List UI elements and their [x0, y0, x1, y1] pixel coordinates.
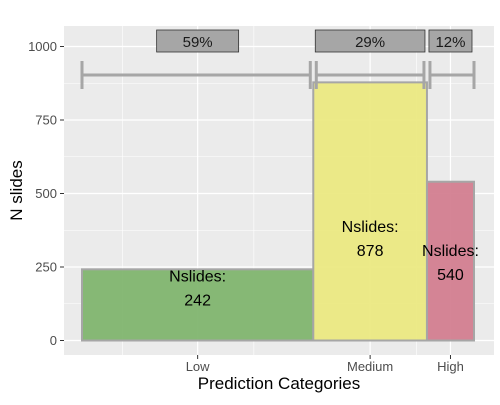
y-tick-label: 250 — [35, 260, 57, 275]
percent-label: 59% — [183, 34, 213, 51]
x-tick-label: High — [437, 359, 464, 374]
bar-label-prefix: Nslides: — [422, 243, 479, 260]
y-tick-label: 1000 — [28, 39, 57, 54]
bar-label-prefix: Nslides: — [342, 219, 399, 236]
x-tick-label: Low — [186, 359, 210, 374]
bar-value-label: 540 — [437, 267, 464, 284]
y-tick-label: 500 — [35, 186, 57, 201]
percent-label: 12% — [435, 34, 465, 51]
y-axis-title: N slides — [7, 160, 26, 220]
y-tick-label: 0 — [50, 333, 57, 348]
x-axis-title: Prediction Categories — [198, 374, 361, 393]
percent-label: 29% — [355, 34, 385, 51]
percent-box — [314, 29, 426, 53]
percent-box — [428, 29, 473, 53]
bar-high — [425, 180, 475, 342]
percent-box — [156, 29, 240, 53]
x-axis: Low Medium High — [186, 355, 464, 374]
bar-labels: Nslides: 242 Nslides: 878 Nslides: 540 — [169, 219, 479, 309]
bars — [81, 81, 475, 342]
bar-label-prefix: Nslides: — [169, 268, 226, 285]
y-tick-label: 750 — [35, 113, 57, 128]
y-axis: 0 250 500 750 1000 — [28, 39, 64, 348]
bar-value-label: 242 — [184, 292, 211, 309]
bar-value-label: 878 — [357, 243, 384, 260]
x-tick-label: Medium — [347, 359, 393, 374]
percent-labels: 59% 29% 12% — [80, 29, 476, 89]
bar-medium — [312, 81, 428, 342]
